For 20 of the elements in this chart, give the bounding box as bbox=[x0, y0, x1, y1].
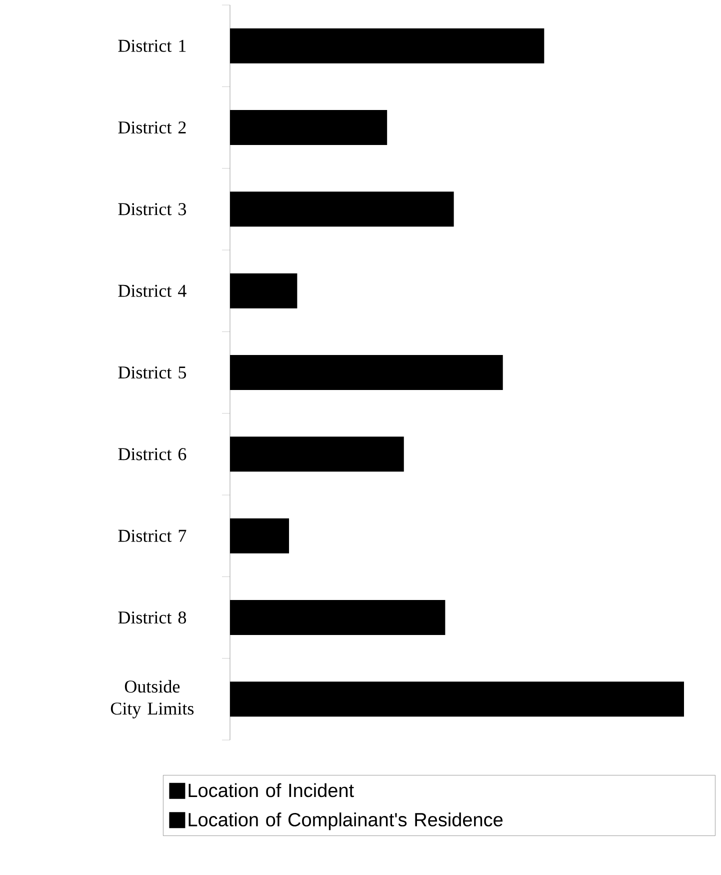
y-tick-label: District 8 bbox=[118, 611, 186, 624]
bar bbox=[230, 436, 404, 472]
bar bbox=[230, 28, 544, 64]
y-tick-label: District 5 bbox=[118, 366, 186, 379]
y-tick-label: District 7 bbox=[118, 530, 186, 542]
y-tick-label: District 3 bbox=[118, 203, 186, 216]
bar bbox=[230, 355, 503, 390]
bar bbox=[230, 273, 298, 308]
bar bbox=[230, 518, 290, 554]
y-tick-label: District 4 bbox=[118, 284, 186, 297]
y-tick-label: District 1 bbox=[118, 40, 186, 52]
bar bbox=[230, 600, 446, 636]
y-tick-label: District 6 bbox=[118, 448, 186, 460]
legend-label: Location of Incident bbox=[188, 783, 354, 798]
bar bbox=[230, 110, 388, 146]
y-tick-label: District 2 bbox=[118, 121, 186, 134]
y-tick-label: Outside City Limits bbox=[110, 680, 194, 718]
legend-label: Location of Complainant's Residence bbox=[188, 812, 503, 830]
bar bbox=[230, 192, 454, 227]
bar bbox=[230, 682, 684, 717]
